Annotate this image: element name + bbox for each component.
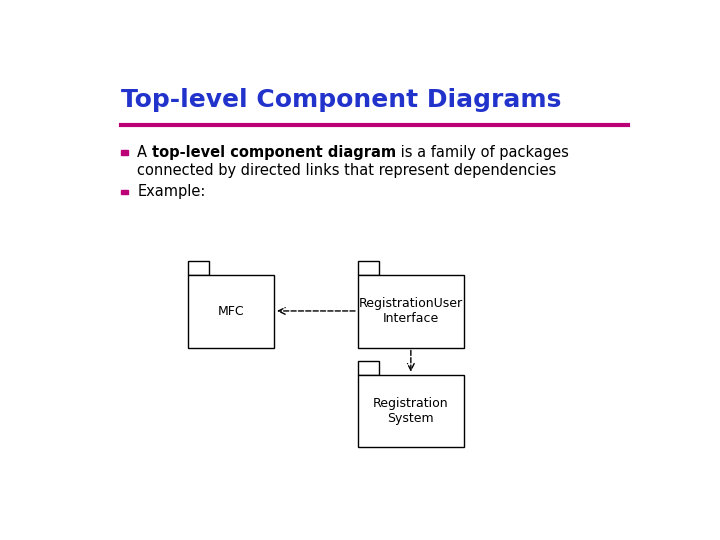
Text: is a family of packages: is a family of packages: [396, 145, 569, 160]
Bar: [358, 375, 464, 447]
Bar: [358, 261, 379, 275]
Bar: [358, 275, 464, 348]
Text: RegistrationUser
Interface: RegistrationUser Interface: [359, 297, 463, 325]
Text: Top-level Component Diagrams: Top-level Component Diagrams: [121, 87, 561, 112]
Text: Example:: Example:: [138, 184, 206, 199]
Text: connected by directed links that represent dependencies: connected by directed links that represe…: [138, 163, 557, 178]
Text: Registration
System: Registration System: [373, 397, 449, 425]
Bar: [121, 150, 128, 155]
Bar: [188, 275, 274, 348]
Text: MFC: MFC: [217, 305, 244, 318]
Text: top-level component diagram: top-level component diagram: [152, 145, 396, 160]
Bar: [121, 190, 128, 194]
Text: A: A: [138, 145, 152, 160]
Bar: [188, 261, 209, 275]
Bar: [358, 361, 379, 375]
